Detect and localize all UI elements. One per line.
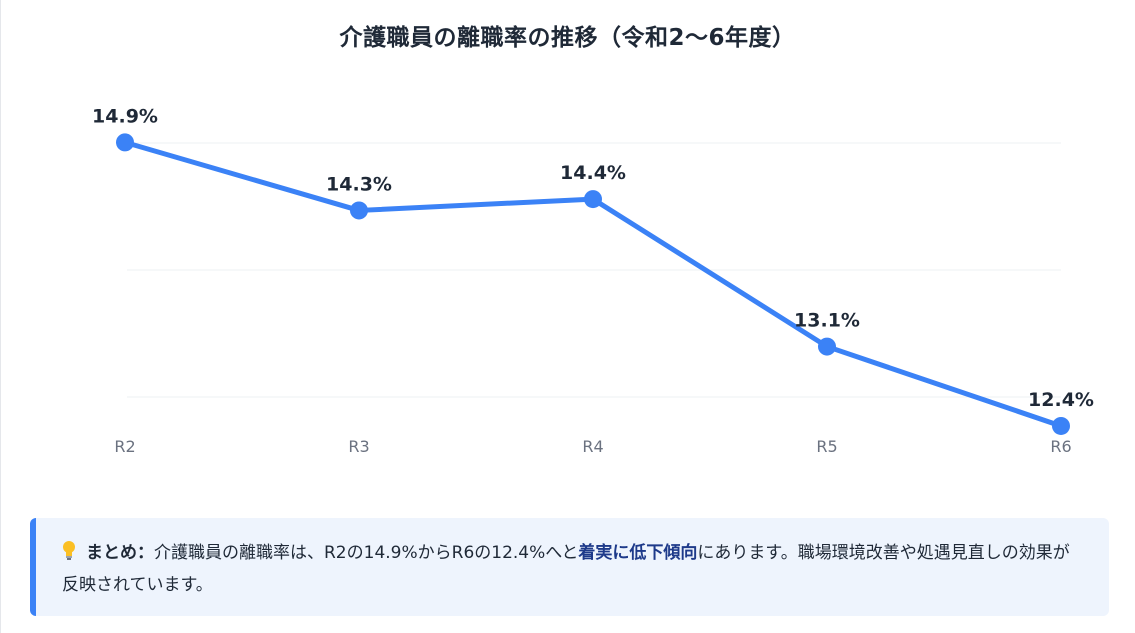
x-tick-label: R3 xyxy=(348,437,369,456)
series-polyline xyxy=(122,139,1064,429)
data-label-r4: 14.4% xyxy=(560,162,626,184)
grid-lines xyxy=(127,142,1061,398)
x-tick-label: R4 xyxy=(582,437,603,456)
data-label-r5: 13.1% xyxy=(794,310,860,332)
data-label-r2: 14.9% xyxy=(92,105,158,127)
chart-title: 介護職員の離職率の推移（令和2〜6年度） xyxy=(339,25,796,51)
x-tick-label: R5 xyxy=(816,437,837,456)
summary-emphasis: 着実に低下傾向 xyxy=(578,543,698,563)
line-chart: 14.9% 14.3% 14.4% 13.1% 12.4% R2 R3 R4 R5 R6 xyxy=(92,105,1094,456)
data-point-r3 xyxy=(350,201,368,220)
summary-text-after: にあります。職場環境改善や処遇見直しの効果が反映されています。 xyxy=(62,543,1070,595)
x-tick-label: R2 xyxy=(114,437,135,456)
data-point-r5 xyxy=(818,337,836,356)
data-label-r3: 14.3% xyxy=(326,173,392,195)
series-line xyxy=(122,139,1064,429)
data-point-r6 xyxy=(1052,416,1070,435)
data-point-r2 xyxy=(116,133,134,152)
summary-text-before: 介護職員の離職率は、R2の14.9%からR6の12.4%へと xyxy=(154,543,579,563)
data-points xyxy=(116,133,1070,435)
lightbulb-icon xyxy=(62,540,78,570)
x-axis-ticks: R2 R3 R4 R5 R6 xyxy=(114,437,1071,456)
x-tick-label: R6 xyxy=(1050,437,1071,456)
data-point-r4 xyxy=(584,190,602,209)
summary-lead: まとめ： xyxy=(86,543,154,563)
summary-box: まとめ：介護職員の離職率は、R2の14.9%からR6の12.4%へと着実に低下傾… xyxy=(30,518,1109,616)
data-label-r6: 12.4% xyxy=(1028,389,1094,411)
data-labels: 14.9% 14.3% 14.4% 13.1% 12.4% xyxy=(92,105,1094,411)
